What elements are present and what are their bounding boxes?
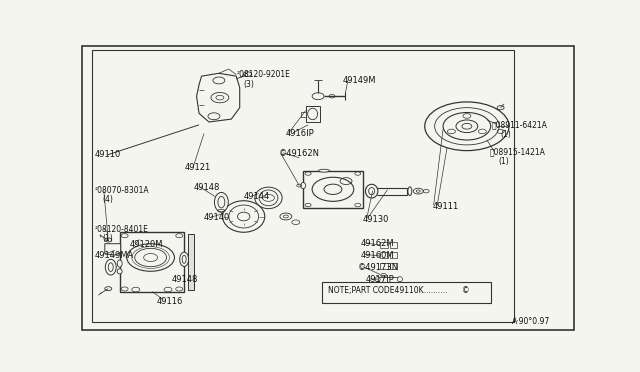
Ellipse shape bbox=[214, 192, 228, 212]
Bar bbox=[390, 252, 397, 258]
Text: ⓝ08911-6421A: ⓝ08911-6421A bbox=[492, 121, 548, 129]
Ellipse shape bbox=[365, 184, 378, 198]
Bar bbox=[306, 106, 319, 122]
Text: ⓥ08915-1421A: ⓥ08915-1421A bbox=[489, 148, 545, 157]
Text: 49140: 49140 bbox=[204, 214, 230, 222]
Bar bbox=[390, 263, 397, 269]
Text: (1): (1) bbox=[500, 129, 511, 138]
Text: 4917IP: 4917IP bbox=[365, 275, 394, 284]
Ellipse shape bbox=[180, 252, 189, 266]
Bar bbox=[303, 171, 363, 208]
Ellipse shape bbox=[408, 187, 412, 195]
Text: 49144: 49144 bbox=[244, 192, 270, 201]
Text: 49111: 49111 bbox=[432, 202, 458, 211]
Bar bbox=[322, 282, 491, 303]
Text: (1): (1) bbox=[103, 234, 113, 243]
Text: 49121: 49121 bbox=[184, 163, 211, 172]
Ellipse shape bbox=[397, 277, 403, 282]
Text: 49149M: 49149M bbox=[343, 76, 376, 85]
Ellipse shape bbox=[117, 260, 122, 267]
Text: (4): (4) bbox=[103, 195, 114, 204]
Ellipse shape bbox=[106, 259, 116, 275]
Text: 49120M: 49120M bbox=[129, 240, 163, 249]
Ellipse shape bbox=[319, 169, 330, 172]
Bar bbox=[390, 242, 397, 248]
Bar bbox=[120, 232, 184, 292]
Text: ²08120-8401E: ²08120-8401E bbox=[95, 225, 148, 234]
Text: ²08120-9201E: ²08120-9201E bbox=[236, 70, 290, 79]
Text: 49116: 49116 bbox=[157, 296, 183, 305]
Text: ©49173N: ©49173N bbox=[358, 263, 399, 272]
Polygon shape bbox=[105, 244, 121, 255]
Ellipse shape bbox=[308, 108, 317, 120]
Text: 49160M: 49160M bbox=[360, 251, 394, 260]
Ellipse shape bbox=[223, 201, 265, 232]
Text: NOTE;PART CODE49110K..........: NOTE;PART CODE49110K.......... bbox=[328, 286, 447, 295]
Text: ²08070-8301A: ²08070-8301A bbox=[95, 186, 150, 195]
Text: 49162M: 49162M bbox=[360, 239, 394, 248]
Text: ©: © bbox=[462, 286, 469, 295]
Bar bbox=[380, 263, 388, 269]
Ellipse shape bbox=[117, 269, 122, 274]
Text: (3): (3) bbox=[244, 80, 255, 89]
Text: 49148: 49148 bbox=[194, 183, 220, 192]
Text: 49149MA: 49149MA bbox=[95, 251, 134, 260]
Text: A·90°0.97: A·90°0.97 bbox=[511, 317, 550, 326]
Polygon shape bbox=[196, 73, 240, 122]
Bar bbox=[380, 252, 388, 258]
Bar bbox=[92, 50, 514, 323]
Text: 49148: 49148 bbox=[172, 275, 198, 284]
Text: 49110: 49110 bbox=[95, 150, 121, 160]
Text: 49130: 49130 bbox=[363, 215, 389, 224]
Bar bbox=[380, 242, 388, 248]
Text: ©49162N: ©49162N bbox=[278, 149, 319, 158]
Bar bbox=[188, 234, 194, 289]
Circle shape bbox=[329, 94, 335, 98]
Bar bbox=[301, 112, 306, 117]
Ellipse shape bbox=[301, 182, 306, 189]
Text: 4916IP: 4916IP bbox=[286, 129, 315, 138]
Ellipse shape bbox=[255, 187, 282, 209]
Ellipse shape bbox=[375, 277, 380, 282]
Text: (1): (1) bbox=[498, 157, 509, 166]
Bar bbox=[378, 277, 400, 282]
